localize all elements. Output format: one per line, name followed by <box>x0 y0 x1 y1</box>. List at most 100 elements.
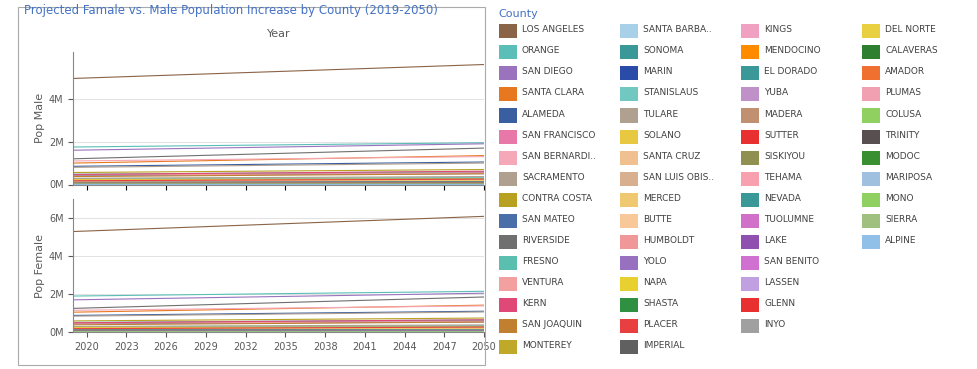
Text: VENTURA: VENTURA <box>522 278 564 287</box>
Text: SANTA CRUZ: SANTA CRUZ <box>642 152 700 161</box>
Text: COLUSA: COLUSA <box>884 110 920 118</box>
Bar <box>740 235 758 249</box>
Text: CONTRA COSTA: CONTRA COSTA <box>522 194 591 203</box>
Bar <box>861 66 879 80</box>
Bar <box>861 45 879 59</box>
Bar <box>498 151 517 165</box>
Bar <box>619 45 638 59</box>
Y-axis label: Pop Female: Pop Female <box>34 234 45 298</box>
Text: SISKIYOU: SISKIYOU <box>763 152 804 161</box>
Text: CALAVERAS: CALAVERAS <box>884 46 937 55</box>
Bar <box>619 66 638 80</box>
Bar <box>619 130 638 144</box>
Bar <box>740 151 758 165</box>
Text: County: County <box>498 9 538 19</box>
Text: BUTTE: BUTTE <box>642 215 671 224</box>
Text: SAN BERNARDI..: SAN BERNARDI.. <box>522 152 595 161</box>
Text: ALPINE: ALPINE <box>884 236 915 245</box>
Bar <box>740 214 758 228</box>
Text: MENDOCINO: MENDOCINO <box>763 46 820 55</box>
Text: MADERA: MADERA <box>763 110 801 118</box>
Text: EL DORADO: EL DORADO <box>763 68 817 76</box>
Text: SIERRA: SIERRA <box>884 215 916 224</box>
Text: STANISLAUS: STANISLAUS <box>642 89 698 97</box>
Text: KERN: KERN <box>522 299 546 308</box>
Text: TRINITY: TRINITY <box>884 131 918 139</box>
Text: HUMBOLDT: HUMBOLDT <box>642 236 694 245</box>
Text: ORANGE: ORANGE <box>522 46 560 55</box>
Text: SAN DIEGO: SAN DIEGO <box>522 68 573 76</box>
Text: TULARE: TULARE <box>642 110 677 118</box>
Bar <box>861 87 879 101</box>
Text: PLUMAS: PLUMAS <box>884 89 920 97</box>
Text: MARIPOSA: MARIPOSA <box>884 173 931 182</box>
Text: FRESNO: FRESNO <box>522 257 558 266</box>
Bar <box>740 87 758 101</box>
Bar <box>861 172 879 186</box>
Bar <box>740 66 758 80</box>
Bar <box>619 24 638 38</box>
Y-axis label: Pop Male: Pop Male <box>34 93 45 143</box>
Text: ALAMEDA: ALAMEDA <box>522 110 565 118</box>
Bar <box>619 108 638 123</box>
Bar <box>740 172 758 186</box>
Bar <box>861 108 879 123</box>
Text: IMPERIAL: IMPERIAL <box>642 341 684 350</box>
Text: DEL NORTE: DEL NORTE <box>884 25 935 34</box>
Text: LAKE: LAKE <box>763 236 786 245</box>
Bar <box>619 340 638 354</box>
Bar <box>498 277 517 291</box>
Text: GLENN: GLENN <box>763 299 794 308</box>
Text: NEVADA: NEVADA <box>763 194 800 203</box>
Bar <box>498 235 517 249</box>
Bar <box>498 108 517 123</box>
Bar <box>619 277 638 291</box>
Bar <box>498 319 517 333</box>
Text: SAN JOAQUIN: SAN JOAQUIN <box>522 320 581 329</box>
Bar <box>740 277 758 291</box>
Text: Projected Famale vs. Male Population Increase by County (2019-2050): Projected Famale vs. Male Population Inc… <box>24 4 438 17</box>
Bar <box>619 151 638 165</box>
Bar <box>861 235 879 249</box>
Bar <box>740 108 758 123</box>
Text: MERCED: MERCED <box>642 194 680 203</box>
Bar <box>498 45 517 59</box>
Text: SAN MATEO: SAN MATEO <box>522 215 574 224</box>
Bar <box>498 298 517 312</box>
Text: YUBA: YUBA <box>763 89 787 97</box>
Bar <box>619 256 638 270</box>
Bar <box>498 340 517 354</box>
Bar <box>861 151 879 165</box>
Bar <box>619 172 638 186</box>
Bar <box>498 214 517 228</box>
Bar <box>498 193 517 207</box>
Text: SHASTA: SHASTA <box>642 299 677 308</box>
Bar <box>861 214 879 228</box>
Text: YOLO: YOLO <box>642 257 665 266</box>
Text: TEHAMA: TEHAMA <box>763 173 801 182</box>
Text: SACRAMENTO: SACRAMENTO <box>522 173 584 182</box>
Bar <box>861 24 879 38</box>
Bar <box>740 24 758 38</box>
Text: TUOLUMNE: TUOLUMNE <box>763 215 813 224</box>
Bar <box>861 130 879 144</box>
Bar <box>740 45 758 59</box>
Bar <box>498 172 517 186</box>
Text: SAN BENITO: SAN BENITO <box>763 257 819 266</box>
Bar <box>619 87 638 101</box>
Text: MONO: MONO <box>884 194 913 203</box>
Text: LASSEN: LASSEN <box>763 278 798 287</box>
Bar <box>861 193 879 207</box>
Text: INYO: INYO <box>763 320 785 329</box>
Bar <box>740 319 758 333</box>
Bar <box>498 130 517 144</box>
Text: SUTTER: SUTTER <box>763 131 798 139</box>
Text: SANTA BARBA..: SANTA BARBA.. <box>642 25 711 34</box>
Text: LOS ANGELES: LOS ANGELES <box>522 25 583 34</box>
Text: AMADOR: AMADOR <box>884 68 924 76</box>
Bar <box>740 130 758 144</box>
Bar <box>619 214 638 228</box>
Bar <box>740 256 758 270</box>
Text: MONTEREY: MONTEREY <box>522 341 572 350</box>
Text: KINGS: KINGS <box>763 25 791 34</box>
